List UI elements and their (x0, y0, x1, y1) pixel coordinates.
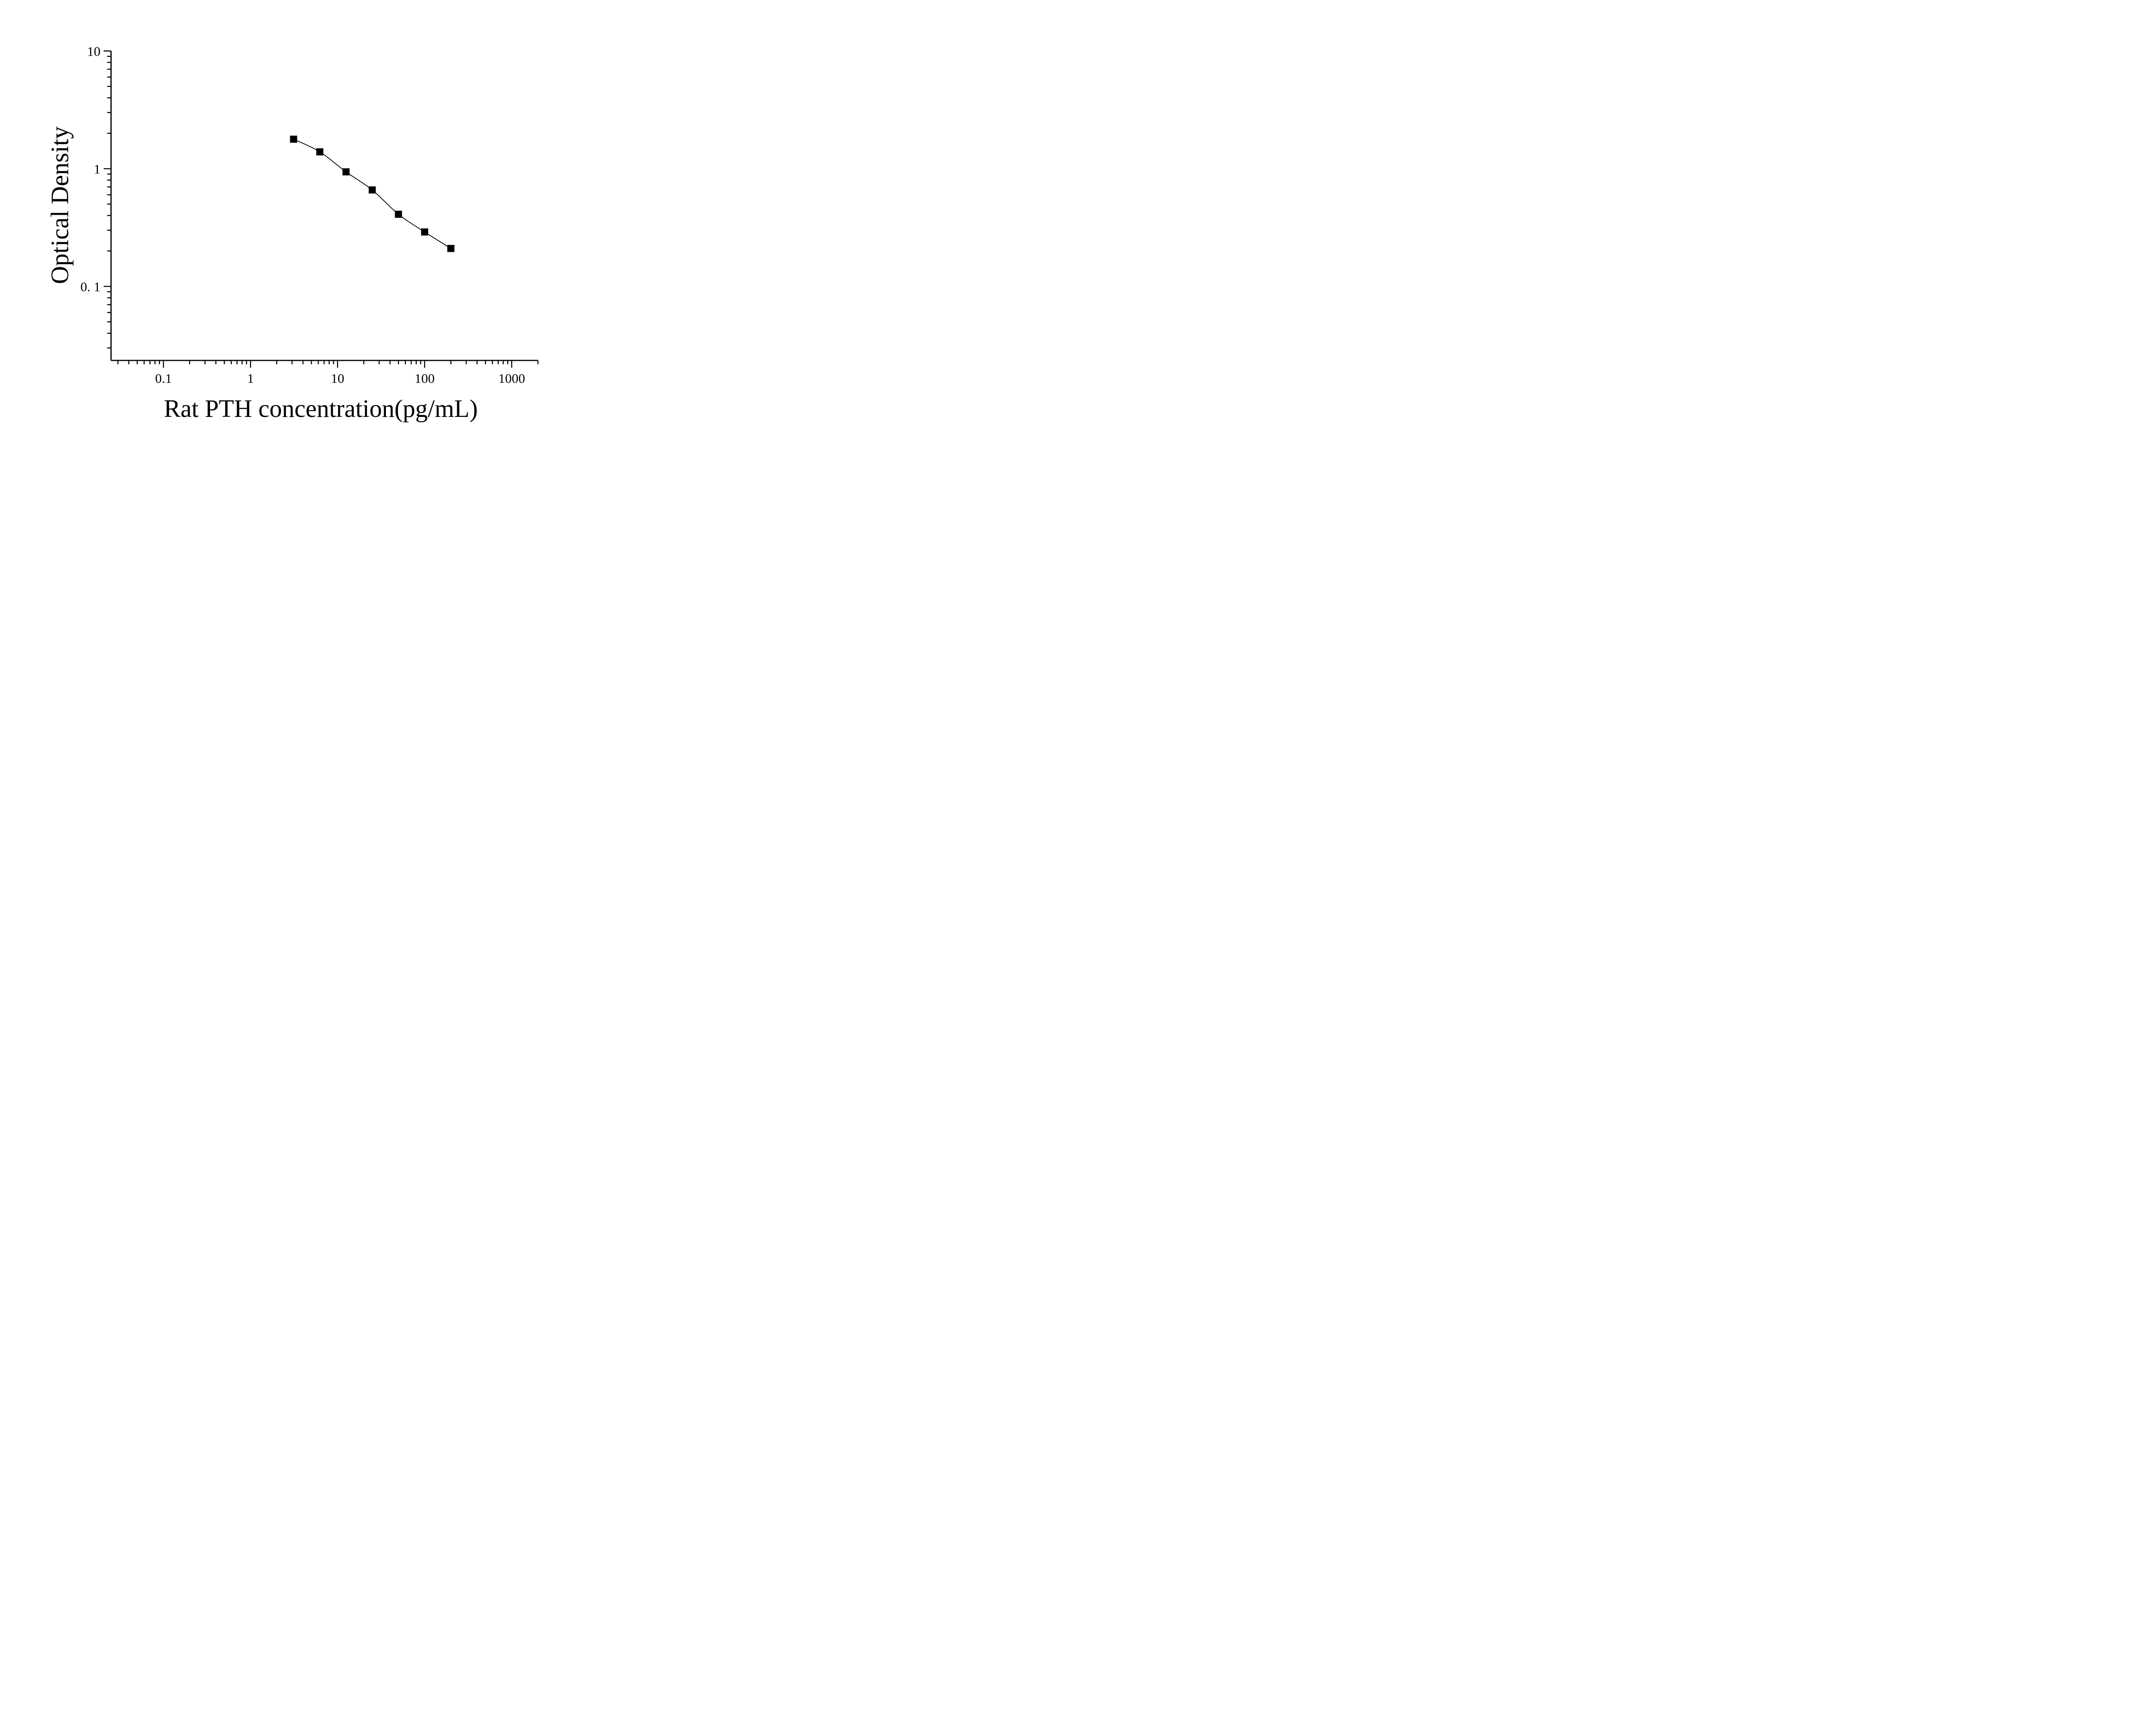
tick-labels: 0.1 1 10 100 1000 10 1 0. 1 (81, 44, 525, 386)
data-point-marker (342, 168, 350, 175)
axis-ticks (103, 50, 539, 368)
x-axis-title: Rat PTH concentration(pg/mL) (164, 394, 478, 423)
elisa-standard-curve-figure: 0.1 1 10 100 1000 10 1 0. 1 Rat PTH concentrati… (0, 0, 620, 433)
data-point-marker (368, 186, 376, 194)
data-point-marker (316, 148, 323, 156)
x-tick-label: 10 (331, 371, 344, 386)
x-tick-label: 1 (247, 371, 254, 386)
plot-svg: 0.1 1 10 100 1000 10 1 0. 1 Rat PTH concentrati… (46, 44, 539, 423)
x-tick-label: 100 (415, 371, 435, 386)
axis-lines (110, 51, 538, 361)
x-tick-label: 0.1 (155, 371, 172, 386)
y-tick-label: 1 (94, 161, 101, 176)
data-point-marker (447, 245, 454, 252)
data-point-marker (395, 210, 402, 218)
y-axis-title: Optical Density (46, 126, 74, 284)
standard-curve (290, 135, 454, 252)
x-tick-label: 1000 (498, 371, 525, 386)
data-point-marker (290, 135, 298, 143)
y-tick-label: 10 (87, 44, 100, 59)
y-tick-label: 0. 1 (81, 279, 101, 294)
data-point-marker (421, 228, 429, 236)
